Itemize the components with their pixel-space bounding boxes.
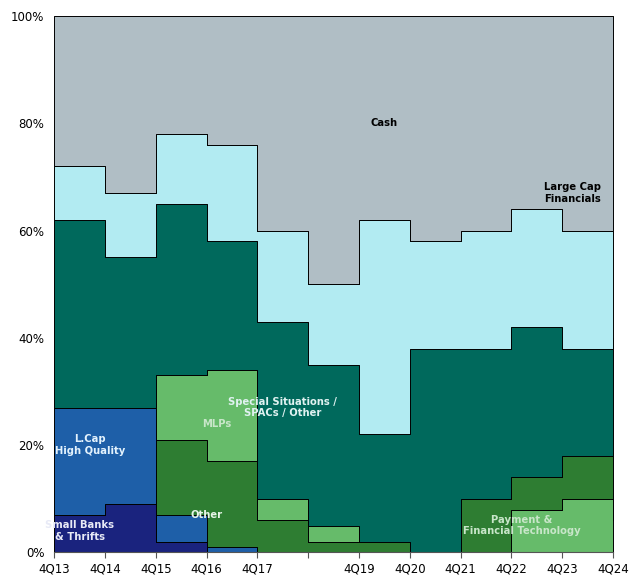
Text: Cash: Cash <box>371 119 398 129</box>
Text: Large Cap
Financials: Large Cap Financials <box>544 183 601 204</box>
Text: Payment &
Financial Technology: Payment & Financial Technology <box>463 515 580 537</box>
Text: L.Cap
High Quality: L.Cap High Quality <box>54 434 125 456</box>
Text: MLPs: MLPs <box>202 419 232 429</box>
Text: Small Banks
& Thrifts: Small Banks & Thrifts <box>45 520 114 542</box>
Text: Special Situations /
SPACs / Other: Special Situations / SPACs / Other <box>228 397 337 419</box>
Text: Other: Other <box>191 510 223 520</box>
